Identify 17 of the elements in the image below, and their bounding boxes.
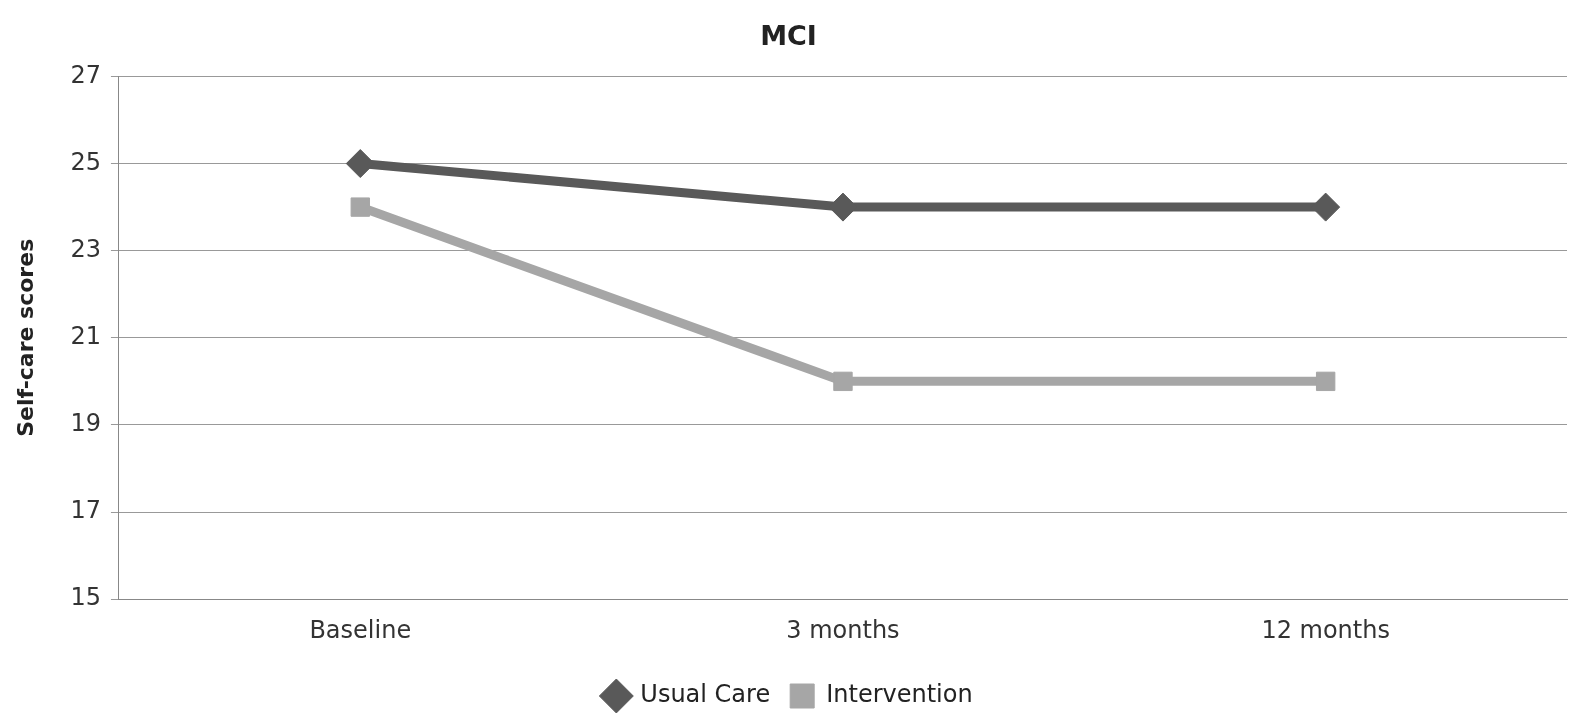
y-tick-label: 19 xyxy=(70,409,101,438)
y-tick-label: 15 xyxy=(70,583,101,612)
point xyxy=(1315,371,1336,392)
legend-label: Intervention xyxy=(826,680,973,709)
y-axis-title: Self-care scores xyxy=(12,238,38,437)
y-tick-label: 25 xyxy=(70,147,101,176)
chart-title: MCI xyxy=(760,20,817,52)
y-tick-label: 17 xyxy=(70,496,101,525)
legend-label: Usual Care xyxy=(640,680,771,709)
y-tick-label: 23 xyxy=(70,234,101,263)
x-tick-label: Baseline xyxy=(309,615,412,644)
point xyxy=(350,197,370,217)
x-tick-label: 12 months xyxy=(1261,615,1390,644)
y-tick-label: 27 xyxy=(70,60,101,89)
point xyxy=(833,371,853,392)
y-tick-label: 21 xyxy=(70,322,101,351)
x-tick-label: 3 months xyxy=(786,615,900,644)
